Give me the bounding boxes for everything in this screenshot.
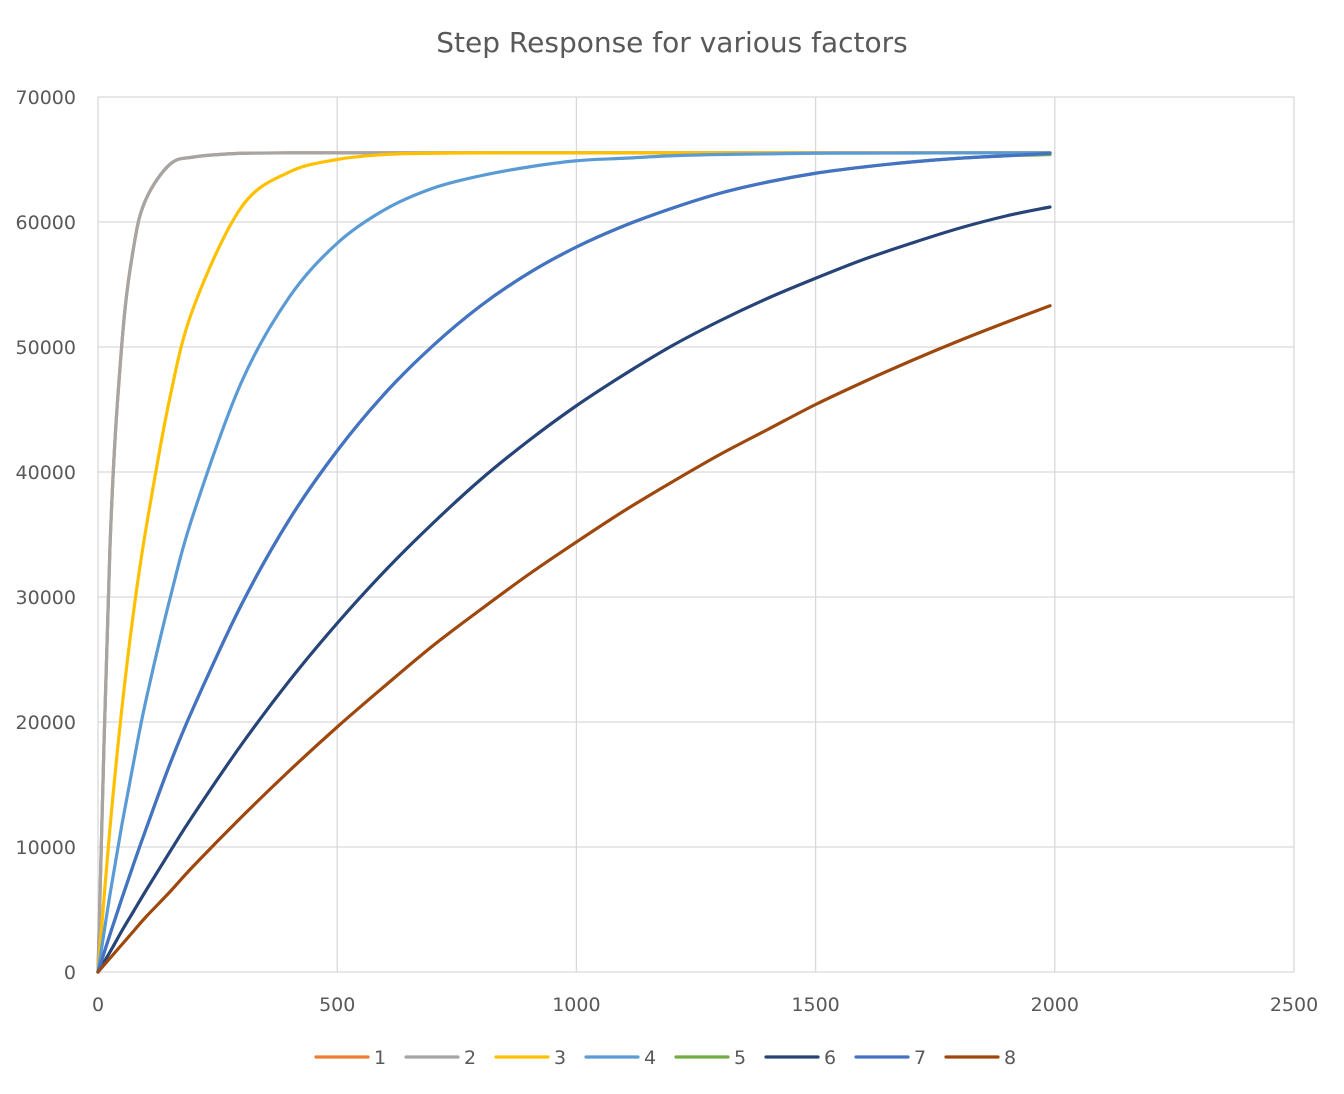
chart-title: Step Response for various factors	[436, 26, 907, 59]
y-tick-label: 50000	[16, 337, 76, 359]
axes: 0 10000 20000 30000 40000 50000 60000 70000 0 500…	[16, 87, 1319, 1016]
x-tick-label: 1000	[552, 994, 600, 1016]
y-tick-label: 20000	[16, 712, 76, 734]
legend-item-1: 1	[314, 1047, 386, 1069]
legend-item-4: 4	[584, 1047, 656, 1069]
y-tick-label: 70000	[16, 87, 76, 109]
y-tick-label: 60000	[16, 212, 76, 234]
gridlines	[97, 96, 1295, 973]
series-line-1	[96, 151, 1052, 974]
y-tick-label: 10000	[16, 837, 76, 859]
series-line-4	[96, 151, 1052, 974]
legend-item-7: 7	[854, 1047, 926, 1069]
legend-label: 3	[554, 1047, 566, 1069]
legend-item-6: 6	[764, 1047, 836, 1069]
series-line-8	[96, 304, 1052, 974]
legend-label: 2	[464, 1047, 476, 1069]
legend-label: 8	[1004, 1047, 1016, 1069]
legend-item-8: 8	[944, 1047, 1016, 1069]
legend-item-2: 2	[404, 1047, 476, 1069]
x-tick-label: 2000	[1031, 994, 1079, 1016]
legend-label: 7	[914, 1047, 926, 1069]
x-tick-label: 1500	[791, 994, 839, 1016]
y-tick-label: 40000	[16, 462, 76, 484]
legend-item-3: 3	[494, 1047, 566, 1069]
x-tick-label: 0	[92, 994, 104, 1016]
series-line-7	[96, 151, 1052, 974]
series-line-3	[96, 151, 1052, 974]
legend-label: 1	[374, 1047, 386, 1069]
legend: 1 2 3 4 5 6 7 8	[314, 1047, 1016, 1069]
y-tick-label: 30000	[16, 587, 76, 609]
series-line-5	[96, 152, 1052, 974]
legend-item-5: 5	[674, 1047, 746, 1069]
series-line-6	[96, 205, 1052, 974]
x-tick-label: 500	[319, 994, 355, 1016]
legend-label: 6	[824, 1047, 836, 1069]
y-tick-label: 0	[64, 962, 76, 984]
legend-label: 4	[644, 1047, 656, 1069]
series-lines	[96, 151, 1052, 974]
series-line-2	[96, 151, 1052, 974]
legend-label: 5	[734, 1047, 746, 1069]
x-tick-label: 2500	[1270, 994, 1318, 1016]
